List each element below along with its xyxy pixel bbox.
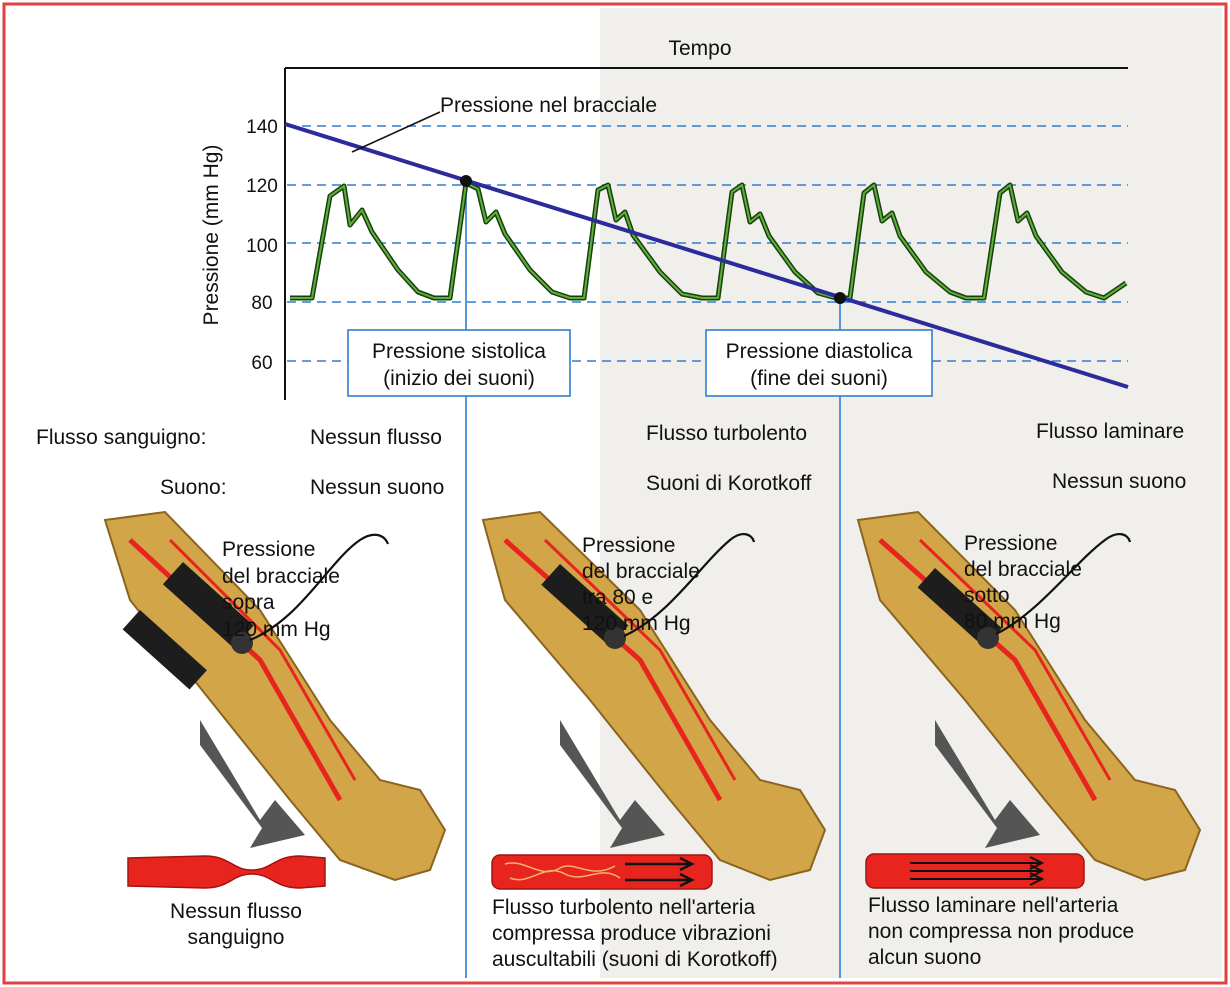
turbulent-arrow-2: [625, 872, 695, 888]
col2-cuff-line3: tra 80 e: [582, 586, 653, 609]
col1-flow: Nessun flusso: [310, 426, 442, 449]
col2-caption-line3: auscultabili (suoni di Korotkoff): [492, 948, 778, 971]
artery-compressed: [127, 855, 326, 889]
diastolic-box-line1: Pressione diastolica: [726, 340, 913, 363]
y-ticks: 140 120 100 80 60: [246, 117, 278, 374]
stethoscope-tube-1: [249, 533, 390, 642]
row-label-flow: Flusso sanguigno:: [36, 426, 206, 449]
y-tick-60: 60: [251, 353, 272, 374]
artery-2b: [543, 538, 737, 781]
col3-flow: Flusso laminare: [1036, 420, 1184, 443]
col1-caption-line2: sanguigno: [188, 926, 285, 949]
col2-cuff-line1: Pressione: [582, 534, 675, 557]
diastolic-box-line2: (fine dei suoni): [750, 367, 888, 390]
y-tick-120: 120: [246, 176, 278, 197]
stethoscope-tube-2: [623, 533, 756, 638]
pressure-chart: Tempo Pressione (mm Hg) 140 120 100 80 6…: [200, 37, 1129, 978]
chart-title: Tempo: [668, 37, 731, 60]
systolic-box-line2: (inizio dei suoni): [383, 367, 535, 390]
col2-sound: Suoni di Korotkoff: [646, 472, 812, 495]
col1-cuff-line1: Pressione: [222, 538, 315, 561]
systolic-point: [460, 175, 472, 187]
arrow-2: [560, 720, 665, 848]
col2-cuff-line2: del bracciale: [582, 560, 700, 583]
arm-illustration-1: [103, 510, 447, 882]
arterial-pressure-wave-highlight: [290, 182, 1127, 299]
stethoscope-3: [977, 627, 999, 649]
row-label-sound: Suono:: [160, 476, 227, 499]
col2-caption-line1: Flusso turbolento nell'arteria: [492, 896, 755, 919]
col1-cuff-line4: 120 mm Hg: [222, 618, 331, 641]
cuff-2: [541, 564, 629, 647]
col3-cuff-line4: 80 mm Hg: [964, 610, 1061, 633]
col2-cuff-line4: 120 mm Hg: [582, 612, 691, 635]
col3-caption-line3: alcun suono: [868, 946, 981, 969]
diastolic-box: [705, 329, 933, 397]
col3-caption-line2: non compressa non produce: [868, 920, 1134, 943]
artery-1b: [168, 538, 357, 781]
cuff-3: [917, 568, 1002, 648]
stethoscope-2: [604, 627, 626, 649]
col3-cuff-line1: Pressione: [964, 532, 1057, 555]
turbulence-lines: [504, 862, 621, 881]
col3-caption-line1: Flusso laminare nell'arteria: [868, 894, 1119, 917]
col1-caption-line1: Nessun flusso: [170, 900, 302, 923]
cuff-line-label: Pressione nel bracciale: [440, 94, 657, 117]
arrow-3: [935, 720, 1040, 848]
col3-cuff-line3: sotto: [964, 584, 1010, 607]
cuff-1: [162, 562, 254, 648]
col1-cuff-line2: del bracciale: [222, 565, 340, 588]
col1-sound: Nessun suono: [310, 476, 444, 499]
stethoscope-tube-3: [995, 533, 1132, 635]
col3-cuff-line2: del bracciale: [964, 558, 1082, 581]
artery-3b: [918, 538, 1112, 781]
col2-caption-line2: compressa produce vibrazioni: [492, 922, 771, 945]
y-tick-140: 140: [246, 117, 278, 138]
y-tick-80: 80: [251, 293, 272, 314]
turbulent-arrow-1: [625, 856, 695, 872]
col1-cuff-line3: sopra: [222, 591, 275, 614]
col2-flow: Flusso turbolento: [646, 422, 807, 445]
systolic-box: [347, 329, 571, 397]
systolic-box-line1: Pressione sistolica: [372, 340, 546, 363]
y-axis-label: Pressione (mm Hg): [200, 145, 223, 326]
cuff-pressure-line: [284, 122, 1129, 389]
diastolic-point: [834, 292, 846, 304]
arm-illustration-3: [856, 510, 1202, 882]
col3-sound: Nessun suono: [1052, 470, 1186, 493]
cuff-1b: [122, 610, 207, 690]
y-tick-100: 100: [246, 236, 278, 257]
arrow-1: [200, 720, 305, 848]
artery-turbulent: [491, 854, 713, 890]
laminar-arrows: [910, 856, 1045, 886]
cuff-label-leader: [351, 111, 441, 153]
arm-illustration-2: [481, 510, 827, 882]
stethoscope-1: [231, 632, 253, 654]
